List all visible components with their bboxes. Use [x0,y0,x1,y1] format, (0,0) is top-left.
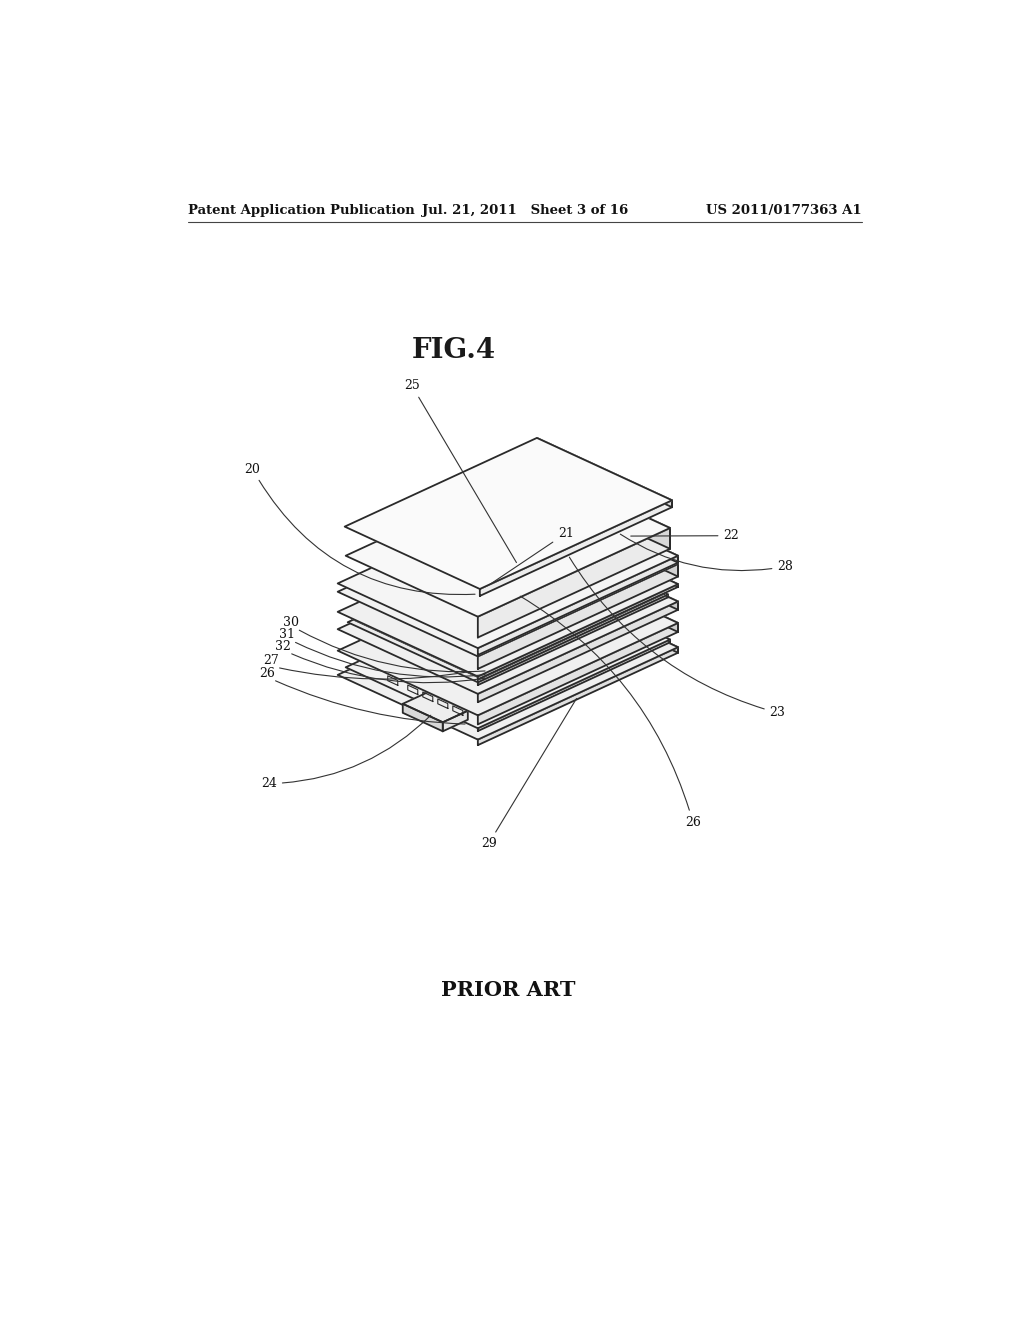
Polygon shape [353,499,662,640]
Polygon shape [478,594,668,685]
Polygon shape [338,499,678,656]
Polygon shape [478,564,678,669]
Polygon shape [478,585,678,680]
Polygon shape [538,499,678,577]
Polygon shape [478,623,678,725]
Polygon shape [361,511,654,645]
Text: 30: 30 [283,616,299,628]
Polygon shape [478,587,660,675]
Polygon shape [355,531,660,672]
Polygon shape [538,533,664,594]
Polygon shape [478,647,678,744]
Polygon shape [538,558,678,632]
Polygon shape [351,533,664,677]
Text: US 2011/0177363 A1: US 2011/0177363 A1 [707,205,862,218]
Text: 21: 21 [490,527,573,585]
Text: 32: 32 [275,640,291,652]
Text: 24: 24 [261,715,431,791]
Text: 20: 20 [245,462,260,475]
Polygon shape [357,546,658,685]
Polygon shape [538,467,670,549]
Text: 31: 31 [280,628,295,642]
Polygon shape [538,578,670,643]
Text: 29: 29 [480,698,577,850]
Polygon shape [338,537,678,694]
Polygon shape [338,582,678,739]
Text: 26: 26 [520,597,700,829]
Text: 27: 27 [263,655,279,668]
Text: 28: 28 [621,535,794,573]
Polygon shape [338,520,678,677]
Polygon shape [580,511,654,545]
Text: 22: 22 [631,529,739,543]
Text: 26: 26 [259,667,275,680]
Text: PRIOR ART: PRIOR ART [440,979,575,1001]
Polygon shape [478,528,670,638]
Text: Patent Application Publication: Patent Application Publication [188,205,415,218]
Text: 23: 23 [569,557,785,719]
Polygon shape [480,500,672,595]
Polygon shape [478,602,678,702]
Polygon shape [402,692,468,722]
Polygon shape [478,591,664,680]
Polygon shape [538,537,678,610]
Polygon shape [346,467,670,616]
Polygon shape [538,520,678,587]
Polygon shape [636,536,654,557]
Polygon shape [338,491,678,648]
Polygon shape [338,558,678,715]
Polygon shape [345,438,672,589]
Polygon shape [538,491,678,562]
Polygon shape [348,535,668,682]
Text: 25: 25 [403,379,516,562]
Polygon shape [538,531,660,590]
Polygon shape [538,582,678,653]
Text: Jul. 21, 2011   Sheet 3 of 16: Jul. 21, 2011 Sheet 3 of 16 [422,205,628,218]
Polygon shape [478,556,678,655]
Polygon shape [346,578,670,729]
Polygon shape [598,511,654,549]
Text: FIG.4: FIG.4 [412,338,496,364]
Polygon shape [537,438,672,507]
Polygon shape [538,535,668,597]
Polygon shape [402,704,442,731]
Polygon shape [478,640,670,731]
Polygon shape [442,710,468,731]
